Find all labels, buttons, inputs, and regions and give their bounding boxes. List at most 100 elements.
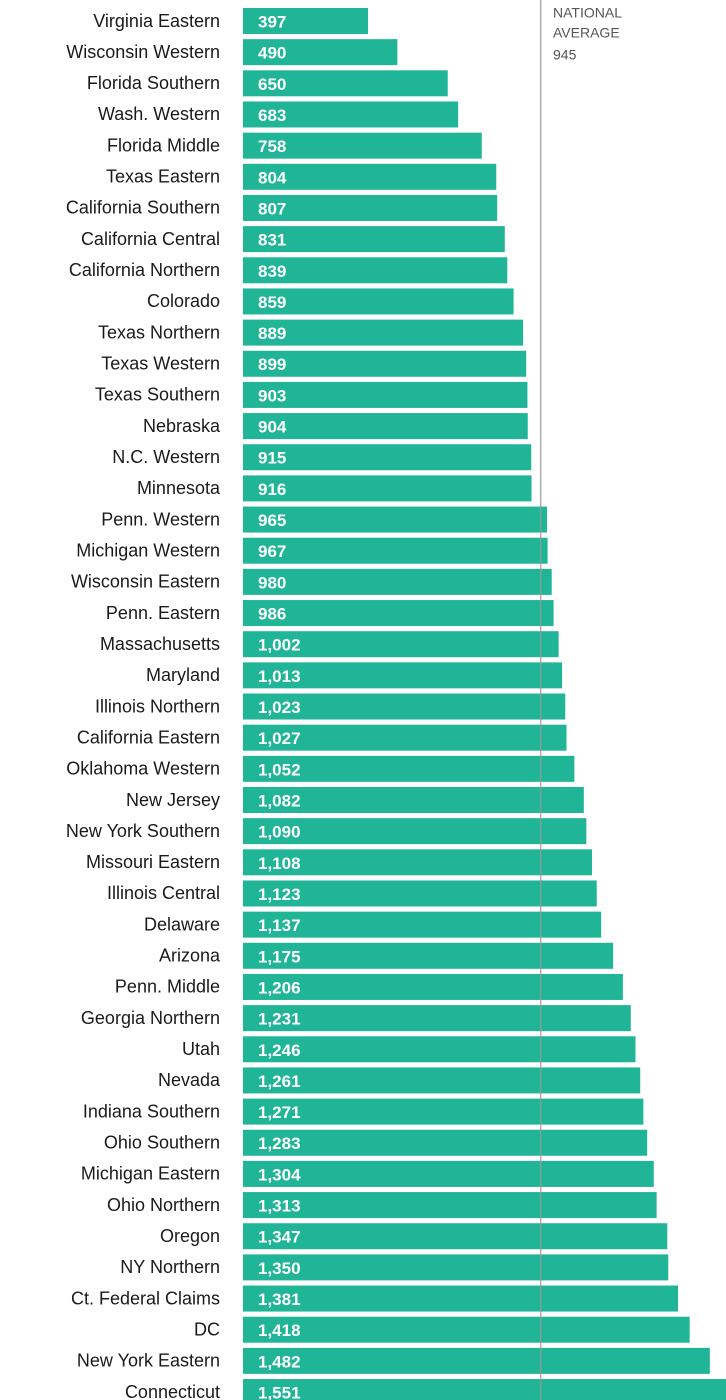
- bar: [243, 662, 563, 689]
- value-label: 980: [258, 573, 286, 592]
- value-label: 804: [258, 168, 287, 187]
- category-label: California Eastern: [77, 727, 220, 747]
- value-label: 915: [258, 449, 286, 468]
- value-label: 1,271: [258, 1103, 301, 1122]
- category-label: Georgia Northern: [81, 1008, 220, 1028]
- category-label: Oregon: [160, 1226, 220, 1246]
- category-label: Arizona: [159, 946, 221, 966]
- value-label: 1,137: [258, 916, 301, 935]
- category-label: Texas Western: [101, 354, 220, 374]
- value-label: 1,027: [258, 729, 301, 748]
- bar: [243, 70, 448, 97]
- value-label: 1,347: [258, 1228, 301, 1247]
- bar: [243, 194, 498, 221]
- value-label: 889: [258, 324, 286, 343]
- category-label: Colorado: [147, 291, 220, 311]
- category-label: Florida Southern: [87, 73, 220, 93]
- bar: [243, 1192, 657, 1219]
- category-label: N.C. Western: [112, 447, 220, 467]
- annotation-text: NATIONAL: [553, 5, 622, 21]
- bar: [243, 1160, 654, 1187]
- category-label: Ohio Northern: [107, 1195, 220, 1215]
- bar: [243, 1067, 641, 1094]
- category-label: Michigan Eastern: [81, 1164, 220, 1184]
- value-label: 1,206: [258, 978, 301, 997]
- bar: [243, 1036, 636, 1063]
- bar: [243, 257, 508, 284]
- category-label: Wash. Western: [98, 104, 220, 124]
- bar: [243, 163, 497, 190]
- category-label: Nebraska: [143, 416, 221, 436]
- category-label: Utah: [182, 1039, 220, 1059]
- category-label: DC: [194, 1319, 220, 1339]
- category-label: New Jersey: [126, 790, 220, 810]
- value-label: 859: [258, 293, 286, 312]
- value-label: 965: [258, 511, 286, 530]
- bar: [243, 444, 532, 471]
- bar: [243, 1005, 631, 1032]
- category-label: Ct. Federal Claims: [71, 1288, 220, 1308]
- value-label: 899: [258, 355, 286, 374]
- bar: [243, 1223, 668, 1250]
- value-label: 1,350: [258, 1259, 301, 1278]
- bar: [243, 849, 593, 876]
- value-label: 1,418: [258, 1321, 301, 1340]
- value-label: 1,283: [258, 1134, 301, 1153]
- value-label: 1,551: [258, 1384, 301, 1400]
- category-label: Ohio Southern: [104, 1133, 220, 1153]
- bar: [243, 911, 602, 938]
- bar: [243, 1254, 669, 1281]
- bar: [243, 101, 459, 128]
- bar: [243, 506, 547, 533]
- bar: [243, 600, 554, 627]
- category-label: Penn. Western: [101, 509, 220, 529]
- bar: [243, 132, 482, 159]
- value-label: 986: [258, 605, 286, 624]
- annotation-text: AVERAGE: [553, 25, 620, 41]
- value-label: 397: [258, 12, 286, 31]
- bar: [243, 693, 566, 720]
- category-label: Illinois Central: [107, 883, 220, 903]
- category-label: Texas Eastern: [106, 167, 220, 187]
- bar: [243, 880, 597, 907]
- bar: [243, 475, 532, 502]
- value-label: 1,261: [258, 1072, 301, 1091]
- annotation-value: 945: [553, 47, 577, 63]
- bar: [243, 413, 528, 440]
- value-label: 1,381: [258, 1290, 301, 1309]
- category-label: California Southern: [66, 198, 220, 218]
- category-label: Texas Southern: [95, 385, 220, 405]
- value-label: 903: [258, 386, 286, 405]
- bar: [243, 8, 369, 34]
- value-label: 1,023: [258, 698, 301, 717]
- category-label: Illinois Northern: [95, 696, 220, 716]
- value-label: 831: [258, 231, 286, 250]
- category-label: Minnesota: [137, 478, 221, 498]
- value-label: 839: [258, 262, 286, 281]
- bar: [243, 1379, 726, 1400]
- value-label: 1,175: [258, 947, 301, 966]
- value-label: 1,052: [258, 760, 301, 779]
- bar: [243, 973, 623, 1000]
- value-label: 650: [258, 75, 286, 94]
- bar: [243, 381, 528, 408]
- category-label: New York Eastern: [77, 1351, 220, 1371]
- category-label: Maryland: [146, 665, 220, 685]
- category-label: New York Southern: [66, 821, 220, 841]
- category-label: Penn. Eastern: [106, 603, 220, 623]
- category-label: California Central: [81, 229, 220, 249]
- value-label: 1,231: [258, 1010, 301, 1029]
- value-label: 1,090: [258, 823, 301, 842]
- bar: [243, 1129, 648, 1156]
- value-label: 683: [258, 106, 286, 125]
- value-label: 758: [258, 137, 286, 156]
- bar: [243, 1285, 679, 1312]
- category-label: Oklahoma Western: [66, 759, 220, 779]
- value-label: 1,313: [258, 1197, 301, 1216]
- category-label: Penn. Middle: [115, 977, 220, 997]
- bar: [243, 350, 527, 377]
- bar: [243, 724, 567, 751]
- bar: [243, 319, 524, 346]
- category-label: Wisconsin Eastern: [71, 572, 220, 592]
- category-label: Missouri Eastern: [86, 852, 220, 872]
